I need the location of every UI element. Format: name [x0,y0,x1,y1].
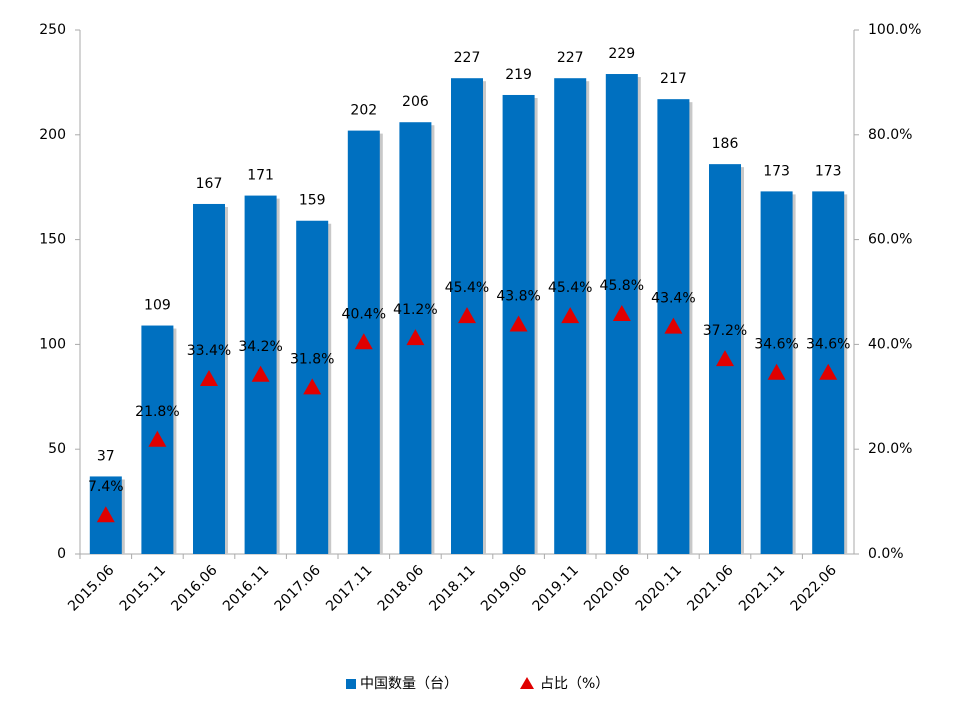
x-tick-label: 2021.06 [684,562,736,614]
x-tick-label: 2017.06 [272,562,324,614]
triangle-marker [354,333,373,350]
triangle-marker [767,363,786,380]
bar-label: 173 [815,163,842,179]
triangle-marker [303,378,322,395]
marker-label: 7.4% [88,479,124,495]
marker-label: 21.8% [135,404,179,420]
bar-label: 219 [505,67,532,83]
marker-label: 33.4% [187,343,231,359]
triangle-marker [819,363,838,380]
marker-label: 34.6% [806,337,850,353]
bar-label: 171 [247,168,274,184]
triangle-marker [664,317,683,334]
y-tick-label: 150 [39,232,66,248]
bar-label: 109 [144,298,171,314]
y2-tick-label: 40.0% [868,336,912,352]
bar-label: 159 [299,193,326,209]
triangle-marker [200,369,218,386]
x-tick-label: 2016.11 [220,562,272,614]
marker-label: 41.2% [393,302,437,318]
triangle-marker [458,307,476,324]
marker-label: 43.8% [496,288,540,304]
triangle-marker [561,307,580,324]
x-tick-label: 2018.06 [375,562,427,614]
x-tick-label: 2020.11 [633,562,685,614]
bar-label: 227 [557,50,584,66]
triangle-marker [406,329,425,346]
x-tick-label: 2015.11 [117,562,169,614]
y2-tick-label: 20.0% [868,441,912,457]
bar-label: 229 [608,46,635,62]
marker-label: 37.2% [703,323,747,339]
y-tick-label: 50 [48,441,66,457]
triangle-marker [509,315,528,332]
bar-label: 217 [660,71,687,87]
x-tick-label: 2018.11 [426,562,478,614]
bar-label: 173 [763,163,790,179]
marker-label: 31.8% [290,351,334,367]
bar-label: 167 [196,176,223,192]
x-tick-label: 2019.06 [478,562,530,614]
y-tick-label: 0 [57,546,66,562]
bar-label: 37 [97,448,115,464]
marker-label: 34.2% [238,339,282,355]
y-tick-label: 250 [39,22,66,38]
bar-label: 206 [402,94,429,110]
marker-label: 40.4% [342,306,386,322]
bar-label: 227 [454,50,481,66]
x-tick-label: 2021.11 [736,562,788,614]
marker-label: 45.8% [600,278,644,294]
triangle-marker [612,305,631,322]
x-tick-label: 2022.06 [788,562,840,614]
y-tick-label: 100 [39,336,66,352]
x-tick-label: 2016.06 [168,562,220,614]
x-tick-label: 2015.06 [65,562,117,614]
marker-label: 45.4% [548,280,592,296]
triangle-marker [716,350,734,367]
bar-label: 186 [712,136,739,152]
triangle-marker [148,430,167,447]
y-tick-label: 200 [39,127,66,143]
legend-swatch [346,679,356,689]
marker-label: 34.6% [754,337,798,353]
y2-tick-label: 0.0% [868,546,904,562]
legend-swatch [520,677,534,689]
y2-tick-label: 60.0% [868,232,912,248]
triangle-marker [251,365,270,382]
x-tick-label: 2019.11 [530,562,582,614]
y2-tick-label: 100.0% [868,22,921,38]
y2-tick-label: 80.0% [868,127,912,143]
triangle-marker [96,506,115,523]
x-tick-label: 2020.06 [581,562,633,614]
marker-label: 43.4% [651,291,695,307]
legend-label: 中国数量（台） [360,676,458,692]
marker-label: 45.4% [445,280,489,296]
x-tick-label: 2017.11 [323,562,375,614]
legend-label: 占比（%） [540,676,609,692]
bar-label: 202 [350,103,377,119]
